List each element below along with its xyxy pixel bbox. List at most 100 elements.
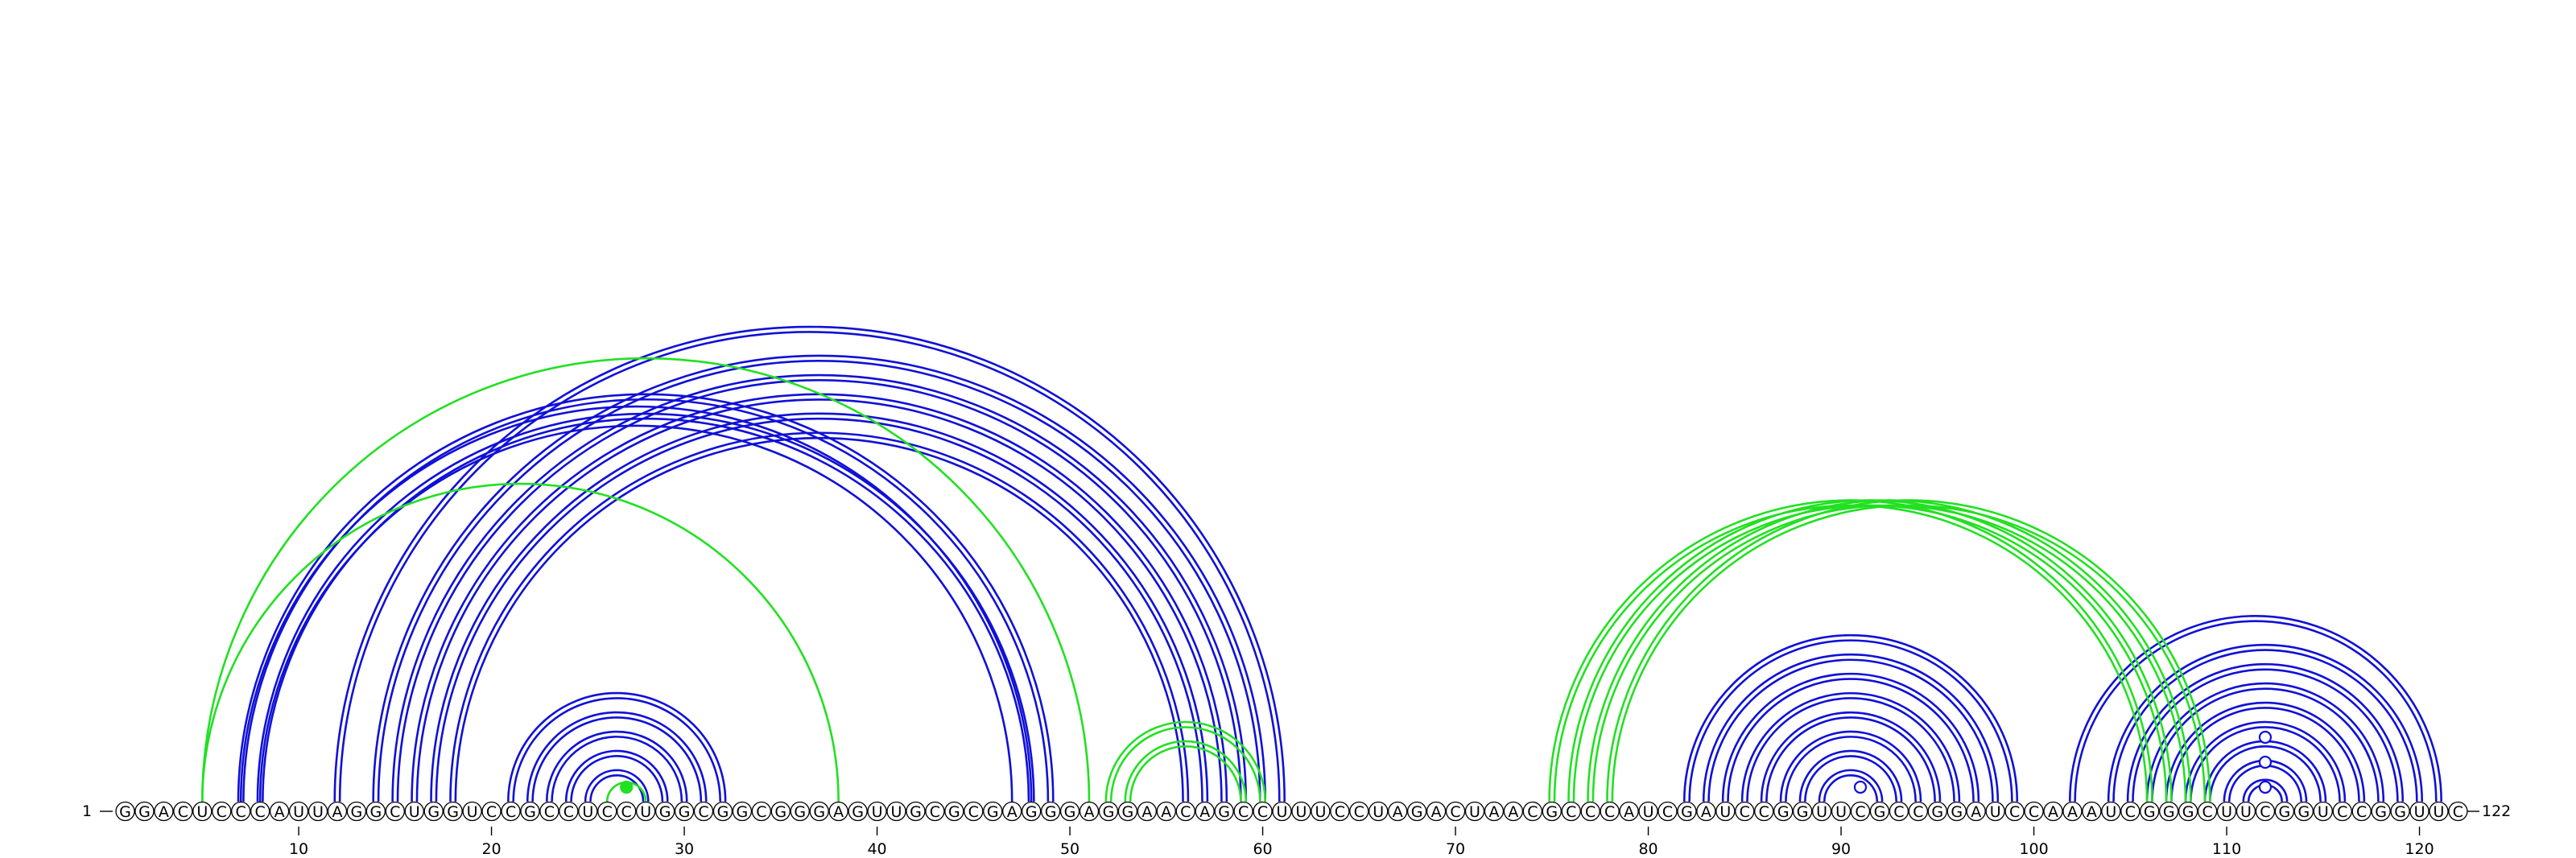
nucleotide-letter: A bbox=[1161, 803, 1171, 821]
nucleotide-letter: C bbox=[1604, 803, 1615, 821]
nucleotide: G bbox=[906, 801, 926, 822]
nucleotide-letter: G bbox=[2297, 803, 2310, 821]
nucleotide-circle bbox=[712, 801, 733, 822]
nucleotide-circle bbox=[1966, 801, 1986, 822]
nucleotide-circle bbox=[1754, 801, 1774, 822]
nucleotide-circle bbox=[327, 801, 348, 822]
nucleotide-letter: G bbox=[119, 803, 131, 821]
nucleotide-letter: A bbox=[1393, 803, 1403, 821]
nucleotide-circle bbox=[1946, 801, 1967, 822]
nucleotide-letter: G bbox=[1546, 803, 1558, 821]
nucleotide-circle bbox=[2390, 801, 2410, 822]
nucleotide-circle bbox=[2178, 801, 2198, 822]
nucleotide: C bbox=[1445, 801, 1466, 822]
nucleotide-circle bbox=[1600, 801, 1620, 822]
nucleotide: G bbox=[1022, 801, 1042, 822]
nucleotide-circle bbox=[1735, 801, 1755, 822]
nucleotide-letter: C bbox=[930, 803, 940, 821]
nucleotide: G bbox=[1117, 801, 1138, 822]
nucleotide-circle bbox=[983, 801, 1003, 822]
tick-label: 40 bbox=[867, 840, 886, 858]
nucleotide: A bbox=[828, 801, 848, 822]
base-pair-arc bbox=[531, 716, 703, 802]
base-pair-arc bbox=[430, 412, 1209, 802]
nucleotide: G bbox=[1059, 801, 1080, 822]
base-pair-arc bbox=[333, 325, 1286, 802]
nucleotide: A bbox=[1484, 801, 1505, 822]
nucleotide-circle bbox=[1811, 801, 1832, 822]
nucleotide-letter: C bbox=[1740, 803, 1750, 821]
nucleotide-circle bbox=[2101, 801, 2121, 822]
nucleotide: G bbox=[712, 801, 733, 822]
nucleotide-letter: A bbox=[1199, 803, 1210, 821]
tick-label: 70 bbox=[1446, 840, 1465, 858]
nucleotide: C bbox=[1233, 801, 1253, 822]
arc-layer bbox=[201, 325, 2442, 802]
nucleotide: G bbox=[654, 801, 675, 822]
nucleotide-circle bbox=[539, 801, 559, 822]
base-pair-arc bbox=[1124, 740, 1248, 802]
nucleotide-letter: G bbox=[2375, 803, 2387, 821]
nucleotide-circle bbox=[2274, 801, 2295, 822]
nucleotide: C bbox=[2024, 801, 2044, 822]
nucleotide-circle bbox=[2448, 801, 2468, 822]
nucleotide-letter: U bbox=[1315, 803, 1326, 821]
nucleotide: C bbox=[1754, 801, 1774, 822]
nucleotide: A bbox=[1079, 801, 1100, 822]
nucleotide-circle bbox=[269, 801, 290, 822]
nucleotide-letter: C bbox=[2009, 803, 2020, 821]
nucleotide-letter: A bbox=[332, 803, 342, 821]
base-pair-arc bbox=[545, 730, 688, 802]
base-pair-arc bbox=[435, 417, 1203, 802]
nucleotide: U bbox=[1272, 801, 1292, 822]
nucleotide-circle bbox=[173, 801, 193, 822]
nucleotide-letter: U bbox=[640, 803, 651, 821]
nucleotide-letter: U bbox=[409, 803, 420, 821]
nucleotide-letter: C bbox=[2202, 803, 2212, 821]
nucleotide-letter: A bbox=[833, 803, 844, 821]
base-pair-arc bbox=[2151, 687, 2380, 802]
base-pair-arc bbox=[1606, 499, 2211, 802]
nucleotide-letter: U bbox=[582, 803, 593, 821]
nucleotide-letter: G bbox=[2163, 803, 2175, 821]
nucleotide: U bbox=[1811, 801, 1832, 822]
nucleotide-circle bbox=[1503, 801, 1524, 822]
nucleotide: A bbox=[1619, 801, 1639, 822]
nucleotide-circle bbox=[925, 801, 945, 822]
nucleotide-letter: G bbox=[1931, 803, 1943, 821]
nucleotide-circle bbox=[1580, 801, 1600, 822]
nucleotide-circle bbox=[790, 801, 810, 822]
nucleotide-letter: C bbox=[756, 803, 766, 821]
nucleotide: C bbox=[925, 801, 945, 822]
nucleotide: C bbox=[1330, 801, 1350, 822]
nucleotide-circle bbox=[1253, 801, 1273, 822]
base-pair-arc bbox=[391, 373, 1248, 802]
nucleotide: U bbox=[2313, 801, 2333, 822]
nucleotide: C bbox=[2255, 801, 2276, 822]
nucleotide-circle bbox=[1792, 801, 1813, 822]
nucleotide-letter: A bbox=[2067, 803, 2078, 821]
nucleotide-letter: G bbox=[1045, 803, 1057, 821]
nucleotide-circle bbox=[1638, 801, 1658, 822]
nucleotide-letter: G bbox=[1681, 803, 1693, 821]
nucleotide: G bbox=[2159, 801, 2179, 822]
base-pair-arc bbox=[256, 412, 1035, 802]
base-pair-arc bbox=[372, 354, 1267, 802]
nucleotide: G bbox=[520, 801, 540, 822]
tick-label: 90 bbox=[1831, 840, 1851, 858]
nucleotide-circle bbox=[886, 801, 906, 822]
nucleotide-letter: G bbox=[813, 803, 825, 821]
nucleotide: G bbox=[732, 801, 753, 822]
nucleotide-circle bbox=[2332, 801, 2352, 822]
nucleotide: A bbox=[154, 801, 174, 822]
base-pair-arc bbox=[512, 697, 722, 802]
nucleotide: U bbox=[1831, 801, 1852, 822]
nucleotide-letter: C bbox=[1566, 803, 1576, 821]
nucleotide-circle bbox=[1175, 801, 1195, 822]
base-pair-arc bbox=[584, 769, 650, 802]
nucleotide: C bbox=[617, 801, 637, 822]
base-pair-arc bbox=[1611, 504, 2207, 802]
nucleotide-circle bbox=[1233, 801, 1253, 822]
nucleotide-circle bbox=[2159, 801, 2179, 822]
